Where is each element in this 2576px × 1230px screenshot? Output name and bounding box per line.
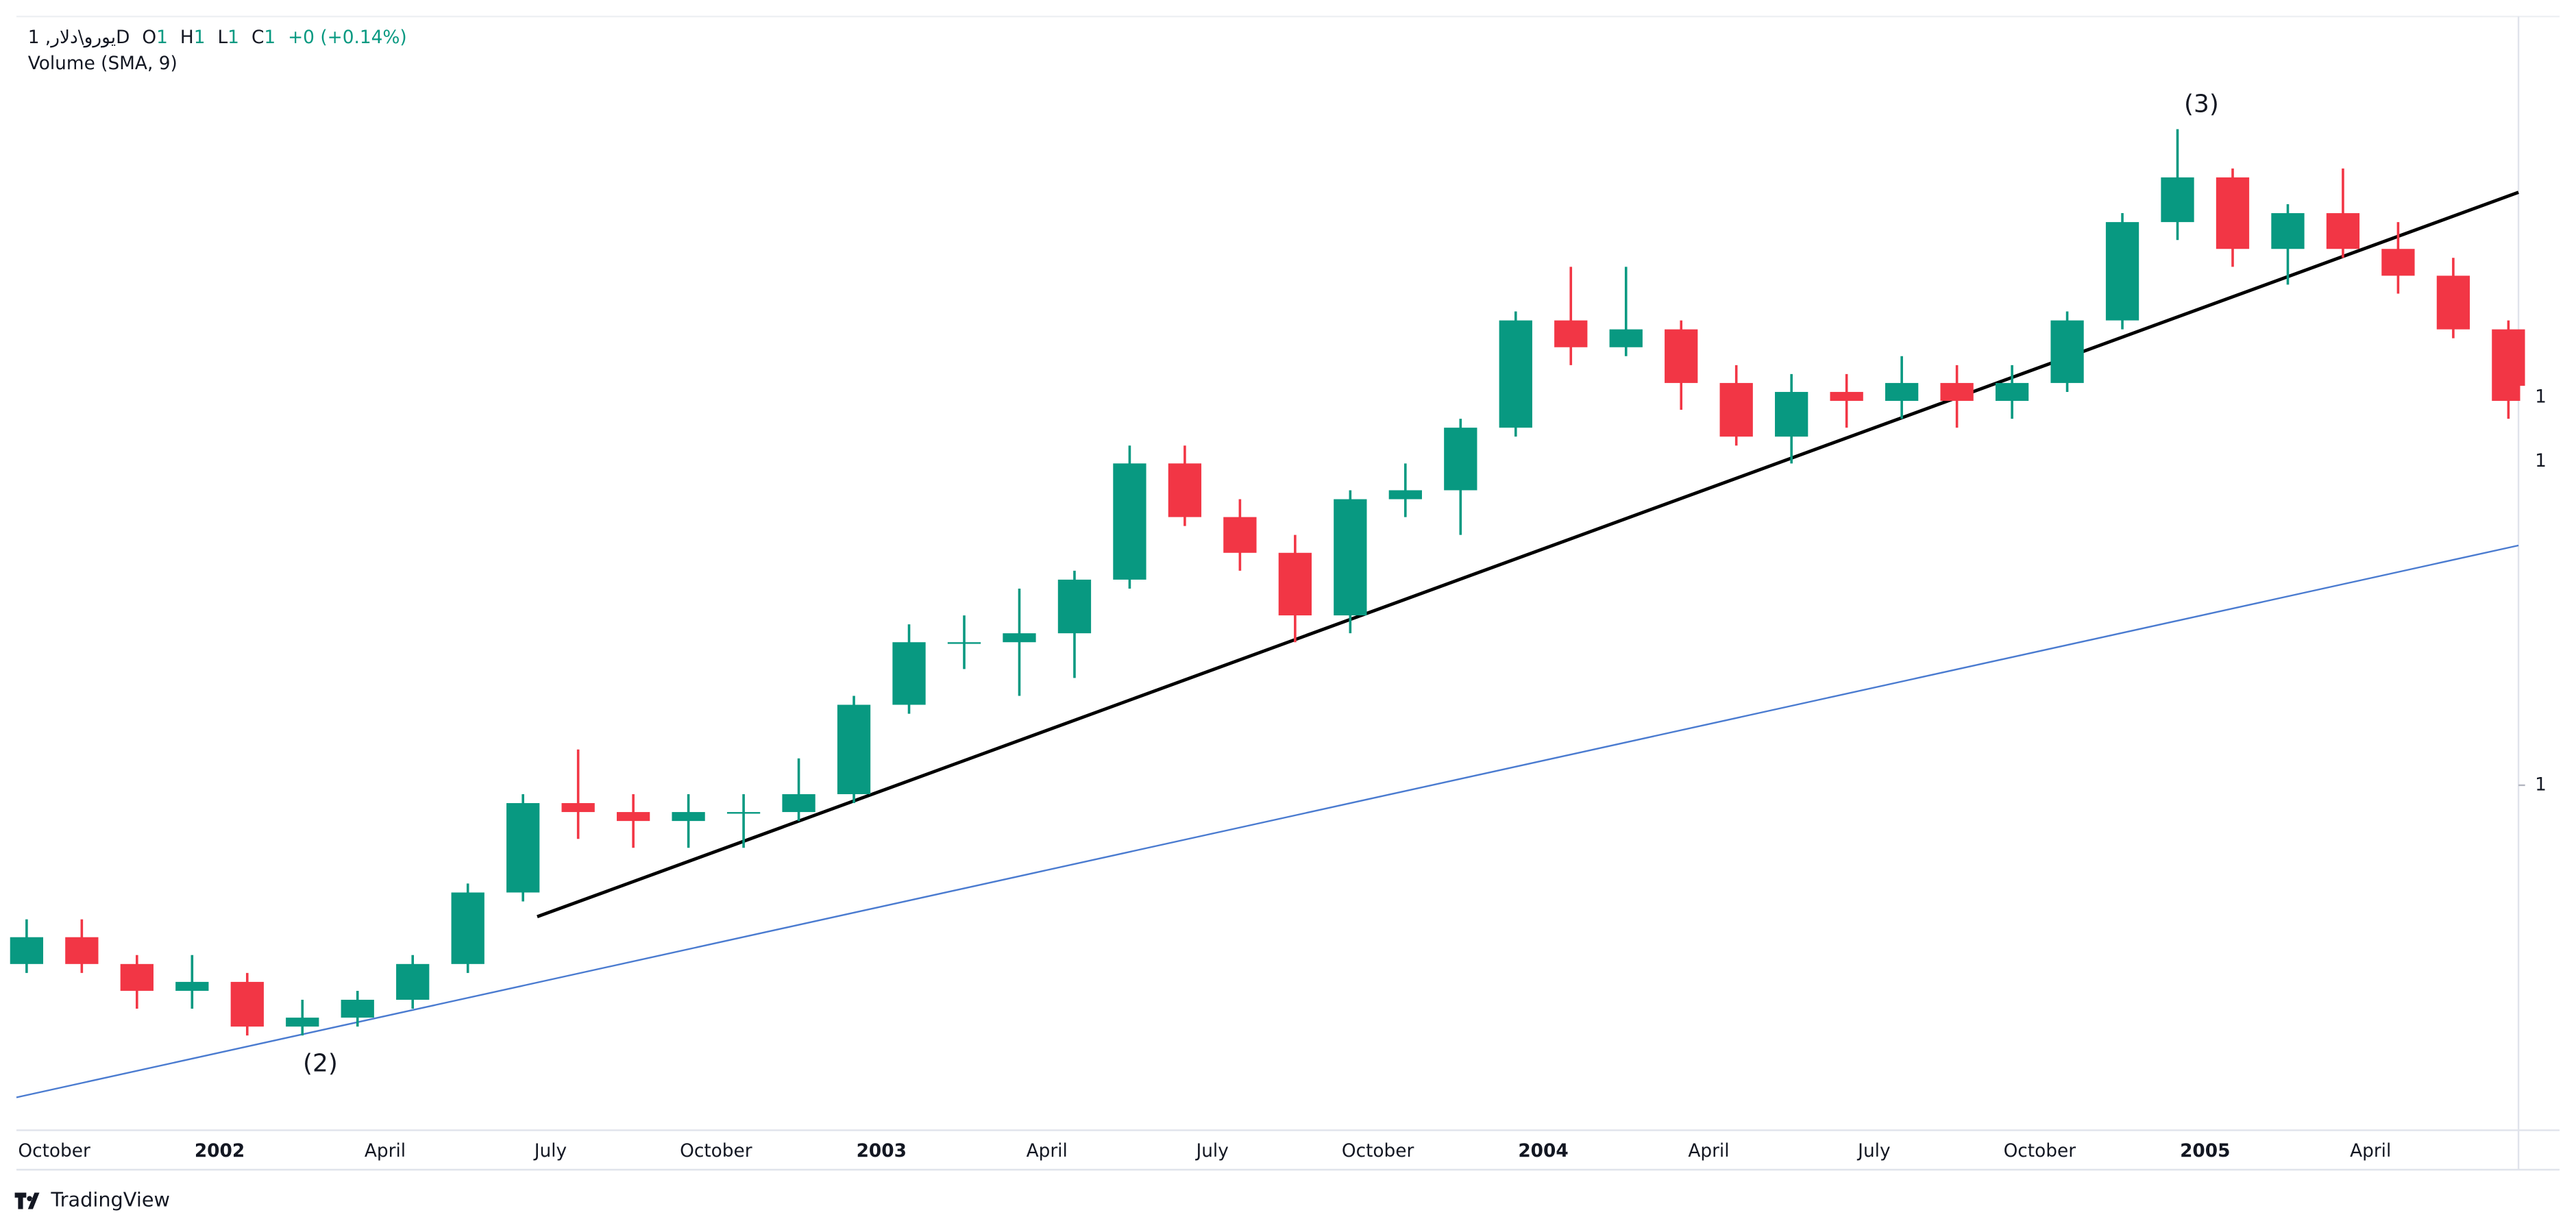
candle-body [286, 1018, 319, 1027]
indicator: Volume (SMA, 9) [28, 53, 177, 74]
price-label: 1 [2535, 451, 2547, 471]
candle-body [561, 803, 595, 813]
x-tick-label: October [680, 1141, 752, 1161]
ohlc-label: L [217, 27, 228, 48]
candle-body [1665, 329, 1698, 383]
candle-body [1775, 391, 1808, 437]
y-tick-label: 1 [2535, 774, 2547, 795]
candle-body [947, 642, 981, 644]
candle-body [2381, 249, 2415, 276]
candle-body [396, 963, 430, 1000]
candle-body [782, 794, 815, 813]
x-tick-label: October [18, 1141, 90, 1161]
candle-body [1168, 463, 1202, 517]
x-tick-label: 2005 [2180, 1141, 2230, 1161]
candle-body [616, 812, 650, 822]
candle-body [65, 937, 99, 964]
candle-body [1223, 517, 1257, 553]
x-tick-label: July [533, 1141, 567, 1161]
candle-body [1554, 320, 1588, 347]
x-tick-label: April [2350, 1141, 2391, 1161]
x-tick-label: 2003 [857, 1141, 907, 1161]
candle-body [1113, 463, 1146, 580]
candle-body [1830, 391, 1863, 402]
candle-body [1719, 382, 1753, 437]
candle-body [1609, 329, 1643, 347]
ohlc-value: 1 [194, 27, 206, 48]
candle-body [2050, 320, 2084, 383]
candle-body [2271, 213, 2305, 249]
x-tick-label: July [1194, 1141, 1228, 1161]
x-tick-label: October [1342, 1141, 1414, 1161]
candle-body [837, 704, 871, 794]
candle-body [1499, 320, 1532, 428]
logo-mark [14, 1192, 40, 1209]
trend-line-black [537, 190, 2519, 919]
annotation: (2) [303, 1050, 338, 1078]
candle-body [2326, 213, 2360, 249]
x-tick-label: 2004 [1518, 1141, 1568, 1161]
ohlc-label: H [180, 27, 194, 48]
ohlc-value: 1 [228, 27, 239, 48]
candle-body [1334, 499, 1367, 616]
ohlc-value: 1 [156, 27, 168, 48]
price-label-box [2520, 450, 2570, 473]
candle-body [1995, 382, 2029, 402]
candle-body [2436, 275, 2470, 330]
candle-body [120, 963, 154, 991]
x-tick-label: 2002 [195, 1141, 245, 1161]
candle-body [1940, 382, 1974, 402]
candle-body [2216, 177, 2250, 249]
trend-line-blue [16, 544, 2519, 1098]
candle-body [672, 812, 705, 822]
x-tick-label: April [365, 1141, 406, 1161]
x-tick-label: October [2004, 1141, 2076, 1161]
candle-body [506, 803, 540, 893]
candle-body [10, 937, 44, 964]
ohlc-label: C [252, 27, 264, 48]
candles [10, 129, 2525, 1036]
ohlc-value: 1 [264, 27, 275, 48]
candle-body [726, 812, 761, 814]
candle-body [2161, 177, 2194, 223]
ohlc-label: O [142, 27, 156, 48]
candle-body [2492, 329, 2525, 402]
price-label: 1 [2535, 386, 2547, 407]
candle-body [1885, 382, 1919, 402]
change: +0 (+0.14%) [288, 27, 407, 48]
brand: TradingView [50, 1188, 170, 1211]
symbol: یورو\دلار, 1D [28, 27, 130, 48]
candle-body [1278, 552, 1312, 616]
candle-body [2105, 222, 2139, 321]
legend-header: یورو\دلار, 1D O1 H1 L1 C1 +0 (+0.14%) [28, 27, 407, 48]
candle-body [892, 642, 926, 705]
x-tick-label: July [1856, 1141, 1890, 1161]
candle-body [1057, 579, 1092, 634]
annotation: (3) [2184, 90, 2219, 119]
candle-body [1388, 490, 1422, 500]
x-tick-label: April [1027, 1141, 1068, 1161]
candle-body [1444, 428, 1477, 491]
candle-body [451, 892, 484, 964]
candle-body [341, 1000, 374, 1018]
candle-body [175, 981, 209, 991]
candle-body [1003, 633, 1036, 643]
price-label-box [2520, 386, 2570, 409]
candle-body [230, 981, 264, 1027]
x-tick-label: April [1688, 1141, 1729, 1161]
logo [14, 1192, 40, 1209]
